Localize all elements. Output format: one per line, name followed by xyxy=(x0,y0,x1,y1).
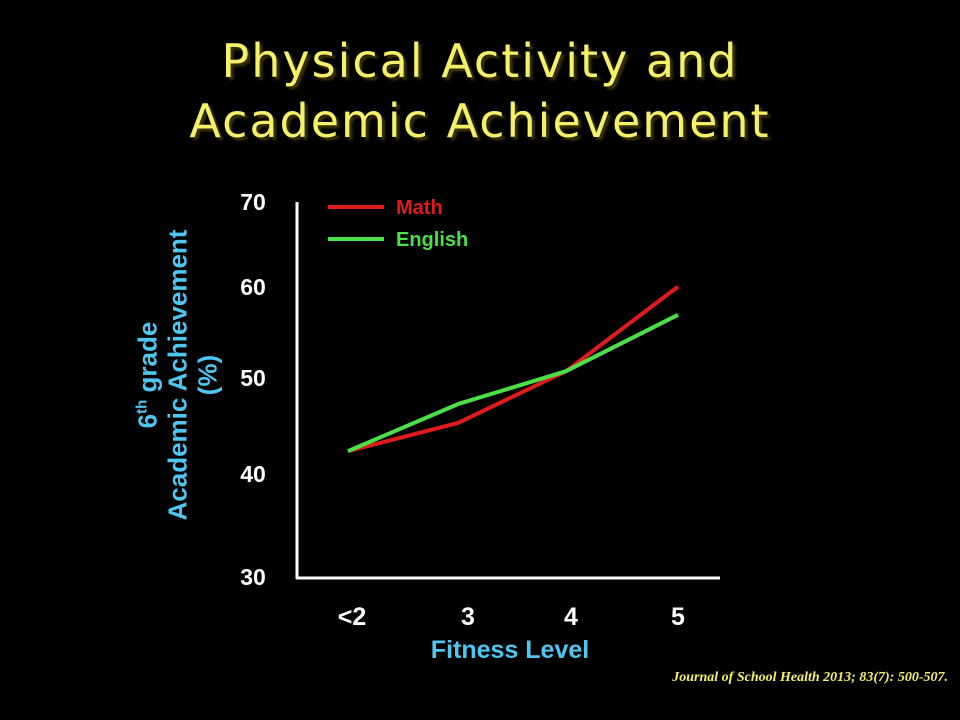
legend-label-english: English xyxy=(396,229,468,251)
legend-label-math: Math xyxy=(396,197,443,219)
series-line-english xyxy=(347,313,679,453)
x-tick-label: 5 xyxy=(671,603,685,631)
y-tick-label: 50 xyxy=(240,365,266,391)
y-tick-label: 30 xyxy=(240,564,266,590)
y-tick-label: 40 xyxy=(240,461,266,487)
x-tick-label: <2 xyxy=(338,603,367,631)
y-tick-label: 60 xyxy=(240,274,266,300)
y-tick-label: 70 xyxy=(240,189,266,215)
x-tick-label: 3 xyxy=(461,603,475,631)
x-tick-label: 4 xyxy=(564,603,578,631)
slide-title-line-1: Physical Activity and xyxy=(221,34,739,88)
series-line-math xyxy=(347,285,680,454)
x-axis-title: Fitness Level xyxy=(431,636,589,664)
slide-title-line-2: Academic Achievement xyxy=(189,94,771,148)
citation: Journal of School Health 2013; 83(7): 50… xyxy=(672,670,948,685)
